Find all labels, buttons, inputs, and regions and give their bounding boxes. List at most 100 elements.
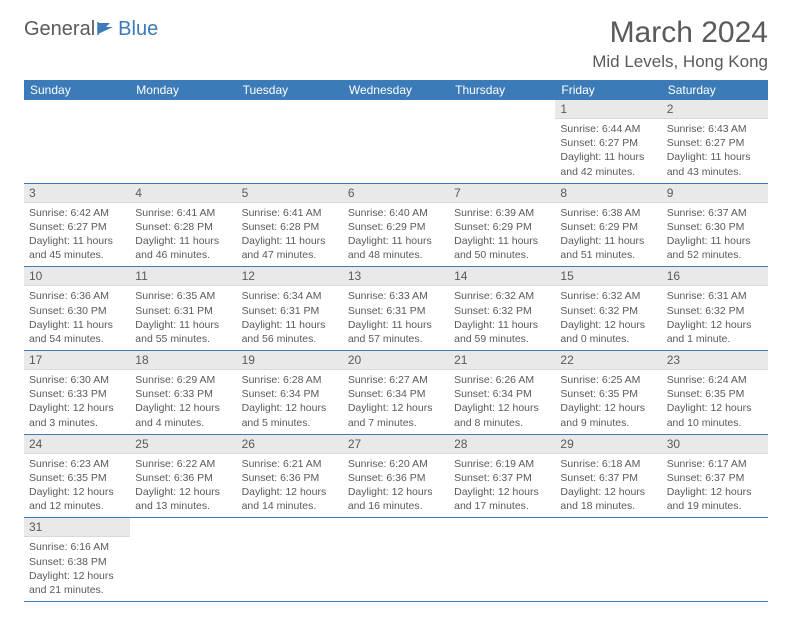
day-number: 14 <box>449 267 555 286</box>
calendar-cell: 20Sunrise: 6:27 AMSunset: 6:34 PMDayligh… <box>343 351 449 435</box>
sunrise-value: 6:41 AM <box>177 207 216 219</box>
sunrise-value: 6:19 AM <box>496 458 535 470</box>
sunset-value: 6:32 PM <box>599 305 638 317</box>
sunrise-value: 6:17 AM <box>708 458 747 470</box>
sunset-value: 6:35 PM <box>68 472 107 484</box>
sunrise-value: 6:18 AM <box>602 458 641 470</box>
daylight-label: Daylight: <box>560 402 601 414</box>
sunset-label: Sunset: <box>454 388 490 400</box>
calendar-cell: 30Sunrise: 6:17 AMSunset: 6:37 PMDayligh… <box>662 434 768 518</box>
day-body: Sunrise: 6:21 AMSunset: 6:36 PMDaylight:… <box>237 454 343 518</box>
weekday-header: Friday <box>555 80 661 100</box>
sunset-value: 6:29 PM <box>599 221 638 233</box>
sunset-label: Sunset: <box>560 221 596 233</box>
calendar-table: SundayMondayTuesdayWednesdayThursdayFrid… <box>24 80 768 602</box>
calendar-cell: 4Sunrise: 6:41 AMSunset: 6:28 PMDaylight… <box>130 183 236 267</box>
sunset-value: 6:37 PM <box>493 472 532 484</box>
sunrise-label: Sunrise: <box>29 458 68 470</box>
sunset-value: 6:30 PM <box>705 221 744 233</box>
calendar-cell: 17Sunrise: 6:30 AMSunset: 6:33 PMDayligh… <box>24 351 130 435</box>
day-body: Sunrise: 6:22 AMSunset: 6:36 PMDaylight:… <box>130 454 236 518</box>
sunset-label: Sunset: <box>454 221 490 233</box>
daylight-label: Daylight: <box>348 319 389 331</box>
daylight-label: Daylight: <box>667 486 708 498</box>
day-body: Sunrise: 6:34 AMSunset: 6:31 PMDaylight:… <box>237 286 343 350</box>
weekday-header: Monday <box>130 80 236 100</box>
sunset-value: 6:28 PM <box>280 221 319 233</box>
sunrise-label: Sunrise: <box>560 290 599 302</box>
sunrise-label: Sunrise: <box>667 290 706 302</box>
sunset-value: 6:36 PM <box>280 472 319 484</box>
sunset-label: Sunset: <box>135 388 171 400</box>
sunset-value: 6:32 PM <box>493 305 532 317</box>
day-body: Sunrise: 6:35 AMSunset: 6:31 PMDaylight:… <box>130 286 236 350</box>
sunset-value: 6:29 PM <box>493 221 532 233</box>
sunset-value: 6:28 PM <box>174 221 213 233</box>
sunset-value: 6:31 PM <box>174 305 213 317</box>
sunrise-value: 6:28 AM <box>283 374 322 386</box>
sunset-label: Sunset: <box>560 305 596 317</box>
daylight-label: Daylight: <box>667 151 708 163</box>
daylight-label: Daylight: <box>135 402 176 414</box>
day-number: 20 <box>343 351 449 370</box>
sunset-value: 6:31 PM <box>280 305 319 317</box>
day-body: Sunrise: 6:25 AMSunset: 6:35 PMDaylight:… <box>555 370 661 434</box>
day-body: Sunrise: 6:27 AMSunset: 6:34 PMDaylight:… <box>343 370 449 434</box>
day-number: 25 <box>130 435 236 454</box>
daylight-label: Daylight: <box>560 151 601 163</box>
sunset-value: 6:37 PM <box>705 472 744 484</box>
calendar-cell: 27Sunrise: 6:20 AMSunset: 6:36 PMDayligh… <box>343 434 449 518</box>
day-number: 30 <box>662 435 768 454</box>
day-number: 22 <box>555 351 661 370</box>
weekday-header: Wednesday <box>343 80 449 100</box>
day-number: 2 <box>662 100 768 119</box>
sunrise-label: Sunrise: <box>348 458 387 470</box>
day-body: Sunrise: 6:28 AMSunset: 6:34 PMDaylight:… <box>237 370 343 434</box>
sunset-value: 6:35 PM <box>599 388 638 400</box>
sunset-label: Sunset: <box>135 221 171 233</box>
sunset-label: Sunset: <box>29 221 65 233</box>
sunrise-label: Sunrise: <box>560 458 599 470</box>
sunset-value: 6:33 PM <box>174 388 213 400</box>
sunset-value: 6:30 PM <box>68 305 107 317</box>
day-number: 26 <box>237 435 343 454</box>
day-body: Sunrise: 6:29 AMSunset: 6:33 PMDaylight:… <box>130 370 236 434</box>
location: Mid Levels, Hong Kong <box>592 52 768 72</box>
daylight-label: Daylight: <box>560 486 601 498</box>
sunset-value: 6:27 PM <box>68 221 107 233</box>
weekday-header: Thursday <box>449 80 555 100</box>
day-body: Sunrise: 6:41 AMSunset: 6:28 PMDaylight:… <box>130 203 236 267</box>
sunset-label: Sunset: <box>29 388 65 400</box>
sunset-value: 6:35 PM <box>705 388 744 400</box>
day-number: 24 <box>24 435 130 454</box>
day-body: Sunrise: 6:31 AMSunset: 6:32 PMDaylight:… <box>662 286 768 350</box>
daylight-label: Daylight: <box>454 402 495 414</box>
day-number: 1 <box>555 100 661 119</box>
day-body: Sunrise: 6:44 AMSunset: 6:27 PMDaylight:… <box>555 119 661 183</box>
sunrise-value: 6:22 AM <box>177 458 216 470</box>
sunrise-label: Sunrise: <box>560 207 599 219</box>
month-title: March 2024 <box>592 18 768 48</box>
sunrise-value: 6:24 AM <box>708 374 747 386</box>
day-body: Sunrise: 6:18 AMSunset: 6:37 PMDaylight:… <box>555 454 661 518</box>
calendar-cell: 13Sunrise: 6:33 AMSunset: 6:31 PMDayligh… <box>343 267 449 351</box>
day-body: Sunrise: 6:33 AMSunset: 6:31 PMDaylight:… <box>343 286 449 350</box>
sunrise-label: Sunrise: <box>454 374 493 386</box>
day-number: 15 <box>555 267 661 286</box>
sunrise-label: Sunrise: <box>29 374 68 386</box>
daylight-label: Daylight: <box>135 319 176 331</box>
sunset-label: Sunset: <box>667 305 703 317</box>
day-number: 11 <box>130 267 236 286</box>
calendar-cell <box>237 100 343 183</box>
calendar-cell: 23Sunrise: 6:24 AMSunset: 6:35 PMDayligh… <box>662 351 768 435</box>
sunset-value: 6:27 PM <box>599 137 638 149</box>
day-body: Sunrise: 6:42 AMSunset: 6:27 PMDaylight:… <box>24 203 130 267</box>
daylight-label: Daylight: <box>242 486 283 498</box>
day-number: 16 <box>662 267 768 286</box>
sunset-value: 6:34 PM <box>386 388 425 400</box>
sunset-label: Sunset: <box>29 305 65 317</box>
sunrise-value: 6:36 AM <box>70 290 109 302</box>
day-body: Sunrise: 6:24 AMSunset: 6:35 PMDaylight:… <box>662 370 768 434</box>
sunset-label: Sunset: <box>242 221 278 233</box>
header: General Blue March 2024 Mid Levels, Hong… <box>24 18 768 72</box>
